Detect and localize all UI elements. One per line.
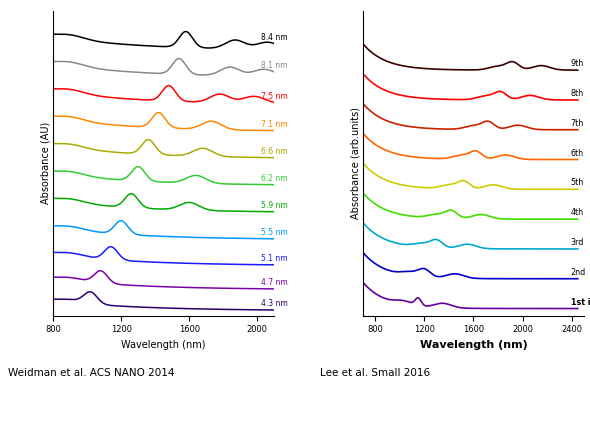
Text: 2nd: 2nd — [571, 268, 586, 277]
X-axis label: Wavelength (nm): Wavelength (nm) — [419, 340, 527, 350]
Text: 8.1 nm: 8.1 nm — [261, 61, 287, 70]
Text: 8th: 8th — [571, 89, 584, 98]
Y-axis label: Absorbance (AU): Absorbance (AU) — [40, 122, 50, 204]
Text: 4th: 4th — [571, 208, 584, 217]
Text: 5.5 nm: 5.5 nm — [261, 228, 287, 237]
Text: 5th: 5th — [571, 179, 584, 187]
Text: 8.4 nm: 8.4 nm — [261, 33, 287, 42]
Text: 3rd: 3rd — [571, 238, 584, 247]
Y-axis label: Absorbance (arb.units): Absorbance (arb.units) — [350, 107, 360, 219]
Text: 6.6 nm: 6.6 nm — [261, 147, 287, 156]
Text: 6.2 nm: 6.2 nm — [261, 174, 287, 183]
Text: 5.9 nm: 5.9 nm — [261, 201, 287, 210]
Text: 7.5 nm: 7.5 nm — [261, 92, 287, 101]
Text: 7th: 7th — [571, 119, 584, 128]
Text: 4.3 nm: 4.3 nm — [261, 299, 287, 309]
X-axis label: Wavelength (nm): Wavelength (nm) — [122, 340, 206, 350]
Text: Lee et al. Small 2016: Lee et al. Small 2016 — [320, 368, 430, 378]
Text: 4.7 nm: 4.7 nm — [261, 278, 287, 288]
Text: 9th: 9th — [571, 59, 584, 68]
Text: 7.1 nm: 7.1 nm — [261, 120, 287, 129]
Text: Weidman et al. ACS NANO 2014: Weidman et al. ACS NANO 2014 — [8, 368, 175, 378]
Text: 1st injection: 1st injection — [571, 298, 590, 306]
Text: 5.1 nm: 5.1 nm — [261, 254, 287, 264]
Text: 6th: 6th — [571, 149, 584, 157]
